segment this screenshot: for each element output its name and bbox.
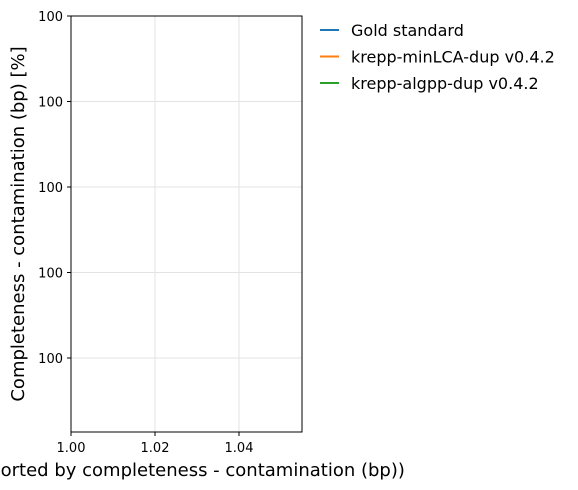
- y-tick-label: 100: [38, 352, 63, 367]
- legend: Gold standard krepp-minLCA-dup v0.4.2 krep…: [320, 21, 555, 93]
- y-tick-label: 100: [38, 181, 63, 196]
- x-tick-label: 1.04: [225, 441, 254, 456]
- y-tick-label: 100: [38, 10, 63, 25]
- grid: [71, 16, 302, 432]
- legend-item: krepp-minLCA-dup v0.4.2: [320, 48, 555, 67]
- y-axis-label: Completeness - contamination (bp) [%]: [8, 46, 29, 401]
- legend-label: Gold standard: [351, 21, 464, 40]
- y-tick-label: 100: [38, 267, 63, 282]
- legend-label: krepp-algpp-dup v0.4.2: [351, 74, 539, 93]
- y-axis: 100 100 100 100 100: [38, 10, 71, 367]
- x-axis-label: n (sorted by completeness - contaminatio…: [0, 460, 405, 481]
- plot-area-frame: [71, 16, 302, 432]
- x-tick-label: 1.02: [141, 441, 170, 456]
- legend-item: krepp-algpp-dup v0.4.2: [320, 74, 539, 93]
- y-tick-label: 100: [38, 96, 63, 111]
- x-axis: 1.00 1.02 1.04: [57, 432, 254, 456]
- x-tick-label: 1.00: [57, 441, 86, 456]
- legend-item: Gold standard: [320, 21, 464, 40]
- legend-label: krepp-minLCA-dup v0.4.2: [351, 48, 555, 67]
